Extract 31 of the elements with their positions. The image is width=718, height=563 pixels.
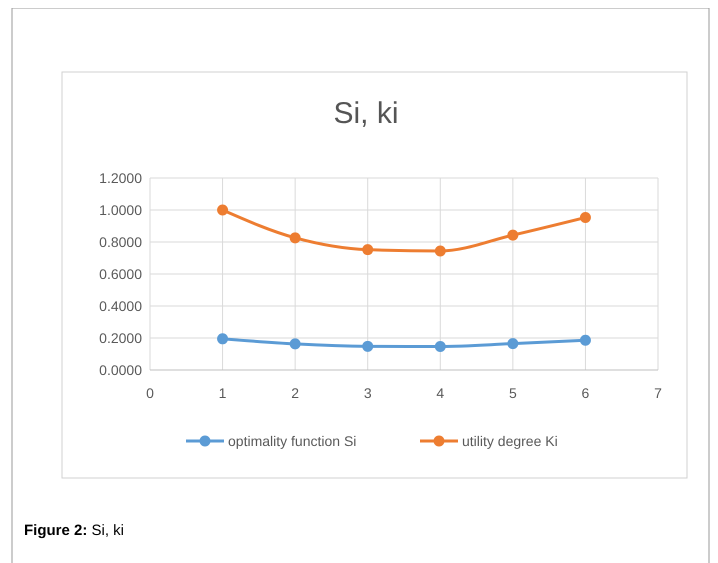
y-tick-label: 1.0000 (99, 202, 142, 218)
chart-title: Si, ki (333, 97, 399, 130)
y-tick-label: 0.8000 (99, 234, 142, 250)
y-tick-label: 0.0000 (99, 362, 142, 378)
legend-label: utility degree Ki (462, 432, 558, 449)
y-tick-label: 1.2000 (99, 170, 142, 186)
caption: Figure 2: Si, ki (24, 522, 124, 539)
x-tick-label: 2 (291, 385, 300, 401)
x-tick-label: 6 (582, 385, 590, 401)
point (434, 245, 446, 256)
point (362, 244, 374, 256)
point (580, 334, 591, 346)
y-tick-label: 0.4000 (99, 298, 142, 314)
x-tick-label: 5 (508, 385, 517, 401)
point (580, 212, 591, 224)
point (290, 232, 301, 244)
point (290, 338, 301, 350)
x-tick-label: 7 (654, 385, 662, 401)
x-tick-label: 3 (364, 385, 372, 401)
x-tick-label: 1 (218, 385, 227, 401)
point (434, 340, 446, 352)
x-tick-label: 4 (436, 385, 444, 401)
point (362, 340, 374, 352)
y-tick-label: 0.2000 (99, 330, 142, 346)
point (217, 204, 228, 216)
x-tick-label: 0 (146, 385, 154, 401)
point (507, 230, 518, 241)
point (507, 338, 518, 350)
point (217, 333, 228, 344)
y-tick-label: 0.6000 (99, 266, 142, 282)
legend-label: optimality function Si (228, 432, 356, 449)
